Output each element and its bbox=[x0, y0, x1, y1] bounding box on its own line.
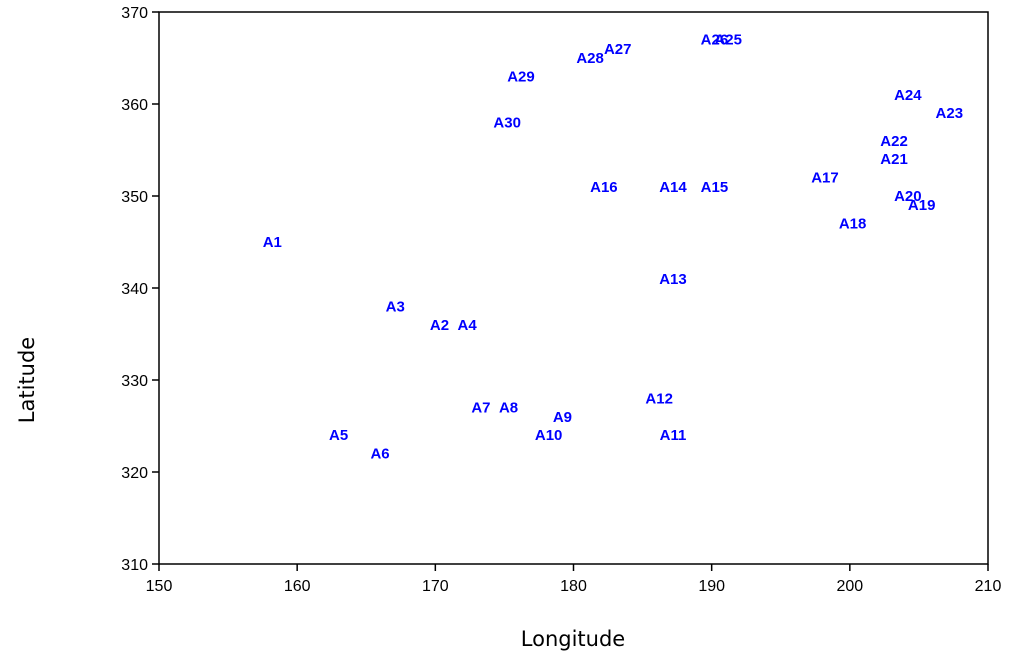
point-label-a21: A21 bbox=[880, 151, 908, 168]
point-label-a3: A3 bbox=[386, 298, 405, 315]
point-label-a10: A10 bbox=[535, 427, 563, 444]
point-label-a16: A16 bbox=[590, 179, 618, 196]
point-label-a20: A20 bbox=[894, 188, 922, 205]
x-tick-label: 160 bbox=[284, 578, 311, 595]
point-label-a4: A4 bbox=[458, 317, 478, 334]
y-tick-label: 360 bbox=[121, 97, 148, 114]
x-axis: 150 160 170 180 190 200 210 bbox=[146, 564, 1002, 595]
y-axis-title: Latitude bbox=[15, 337, 39, 423]
x-tick-label: 180 bbox=[560, 578, 587, 595]
y-tick-label: 310 bbox=[121, 557, 148, 574]
point-label-a17: A17 bbox=[811, 170, 839, 187]
y-tick-label: 330 bbox=[121, 373, 148, 390]
point-label-a8: A8 bbox=[499, 400, 518, 417]
point-label-a2: A2 bbox=[430, 317, 449, 334]
point-label-a14: A14 bbox=[659, 179, 687, 196]
point-label-a15: A15 bbox=[701, 179, 729, 196]
y-tick-label: 340 bbox=[121, 281, 148, 298]
point-label-a12: A12 bbox=[645, 390, 673, 407]
point-label-a6: A6 bbox=[370, 446, 389, 463]
plot-area bbox=[158, 11, 989, 565]
y-axis: 310 320 330 340 350 360 370 bbox=[121, 5, 159, 574]
x-tick-label: 200 bbox=[836, 578, 863, 595]
point-label-a1: A1 bbox=[263, 234, 282, 251]
point-label-a29: A29 bbox=[507, 68, 535, 85]
y-tick-label: 370 bbox=[121, 5, 148, 22]
point-label-a18: A18 bbox=[839, 216, 867, 233]
point-label-a7: A7 bbox=[471, 400, 490, 417]
point-label-a19: A19 bbox=[908, 197, 936, 214]
x-tick-label: 150 bbox=[146, 578, 173, 595]
x-tick-label: 190 bbox=[698, 578, 725, 595]
point-label-a24: A24 bbox=[894, 87, 922, 104]
point-label-a9: A9 bbox=[553, 409, 572, 426]
point-label-a27: A27 bbox=[604, 41, 632, 58]
point-label-a25: A25 bbox=[714, 32, 742, 49]
point-label-a22: A22 bbox=[880, 133, 908, 150]
point-label-a26: A26 bbox=[701, 32, 729, 49]
y-tick-label: 320 bbox=[121, 465, 148, 482]
point-label-a28: A28 bbox=[576, 50, 604, 67]
point-label-a30: A30 bbox=[493, 114, 521, 131]
point-label-a13: A13 bbox=[659, 271, 687, 288]
x-axis-title: Longitude bbox=[521, 627, 625, 651]
x-tick-label: 170 bbox=[422, 578, 449, 595]
point-label-a5: A5 bbox=[329, 427, 348, 444]
point-label-a11: A11 bbox=[660, 427, 687, 444]
x-tick-label: 210 bbox=[975, 578, 1002, 595]
y-tick-label: 350 bbox=[121, 189, 148, 206]
point-label-a23: A23 bbox=[936, 105, 964, 122]
